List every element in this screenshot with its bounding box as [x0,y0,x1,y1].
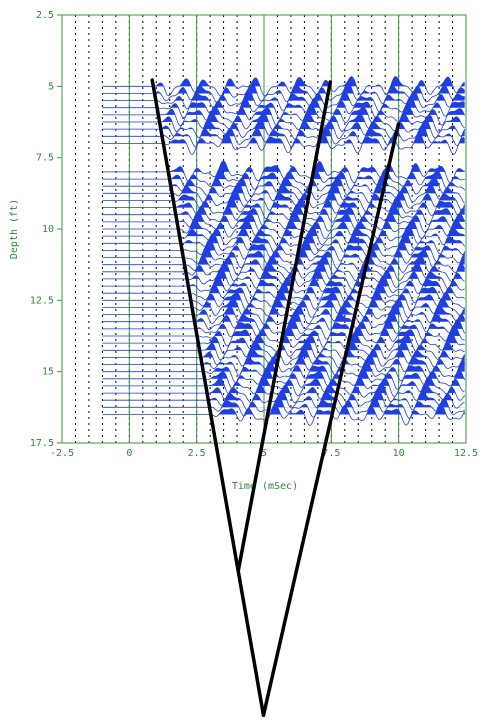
trace-fill [102,125,465,137]
trace-fill [102,119,465,130]
trace [102,196,466,220]
trace [102,225,465,247]
trace [102,359,466,384]
trace-fill [102,183,465,194]
y-tick-label: 5 [48,81,54,92]
trace-fill [102,168,465,180]
y-tick-label: 10 [42,224,54,235]
x-tick-label: 12.5 [454,448,478,459]
trace-fill [102,76,465,87]
trace [102,389,465,411]
y-tick-label: 17.5 [30,438,54,449]
trace [102,238,465,263]
trace-fill [102,340,465,351]
x-tick-label: 5 [261,448,267,459]
trace-fill [102,225,465,237]
trace [102,103,466,127]
trace-fill [102,325,465,336]
trace [102,403,466,427]
trace-fill [102,239,465,251]
y-tick-label: 2.5 [36,10,54,21]
trace-fill [102,96,465,108]
trace-fill [102,304,465,315]
trace-fill [102,83,465,94]
trace [102,89,465,113]
trace [102,119,466,140]
trace [102,254,465,276]
x-tick-label: -2.5 [50,448,74,459]
trace [102,339,465,361]
trace [102,354,466,376]
annotation-line [261,122,401,717]
trace [102,160,465,184]
trace [102,382,466,404]
trace-fill [102,383,465,394]
trace-fill [102,396,465,408]
trace [102,347,466,369]
y-tick-label: 7.5 [36,153,54,164]
trace [102,210,466,233]
trace-fill [102,403,465,415]
trace-fill [102,289,465,301]
trace-fill [102,132,465,144]
trace [102,111,465,133]
trace-fill [102,282,465,294]
trace-fill [102,160,465,172]
trace [102,82,465,105]
trace [102,231,466,255]
trace-fill [102,211,465,222]
trace-fill [102,246,465,258]
x-axis-label: Time (mSec) [232,481,298,492]
trace-fill [102,203,465,215]
trace [102,246,466,269]
x-tick-label: 10 [393,448,405,459]
trace-fill [102,311,465,322]
trace [102,297,466,319]
trace [102,76,465,97]
trace-fill [102,268,465,279]
trace [102,203,465,226]
trace [102,261,466,283]
x-tick-label: 2.5 [188,448,206,459]
y-tick-label: 12.5 [30,295,54,306]
x-tick-label: 7.5 [322,448,340,459]
trace [102,289,465,312]
annotation-line [150,78,266,717]
y-tick-label: 15 [42,367,54,378]
y-axis-label: Depth (ft) [9,199,20,259]
trace [102,304,465,326]
annotation-line [236,80,333,572]
trace [102,281,465,305]
trace [102,182,466,204]
trace [102,367,466,390]
trace [102,395,465,419]
trace [102,175,466,197]
trace [102,189,466,212]
trace-fill [102,219,465,229]
x-tick-label: 0 [126,448,132,459]
